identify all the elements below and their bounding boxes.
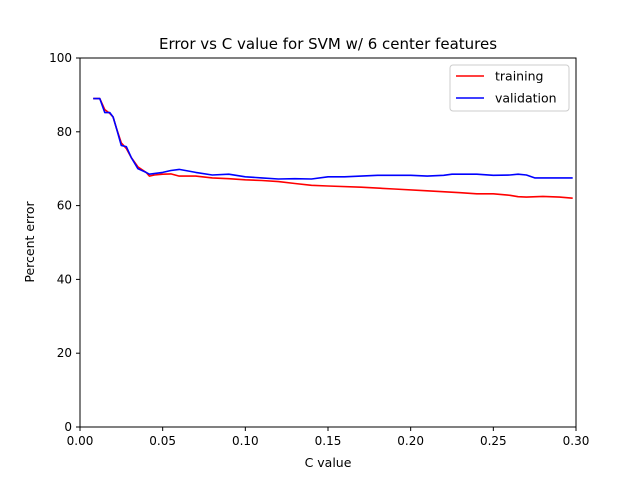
legend: training validation	[449, 64, 570, 112]
x-tick-label: 0.20	[397, 434, 424, 448]
x-axis-label: C value	[305, 455, 352, 470]
x-tick-label: 0.25	[480, 434, 507, 448]
y-tick-label: 80	[57, 125, 72, 139]
x-tick-label: 0.00	[67, 434, 94, 448]
x-tick-label: 0.05	[149, 434, 176, 448]
y-tick-label: 60	[57, 199, 72, 213]
x-tick-label: 0.10	[232, 434, 259, 448]
x-tick-label: 0.15	[315, 434, 342, 448]
y-tick-label: 20	[57, 346, 72, 360]
x-axis: 0.00 0.05 0.10 0.15 0.20 0.25 0.30	[67, 427, 590, 448]
y-axis: 0 20 40 60 80 100	[49, 51, 80, 434]
y-axis-label: Percent error	[22, 201, 37, 283]
y-tick-label: 0	[64, 420, 72, 434]
legend-label-training: training	[495, 69, 543, 84]
y-tick-label: 40	[57, 272, 72, 286]
y-tick-label: 100	[49, 51, 72, 65]
series-layer	[93, 97, 573, 199]
chart-title: Error vs C value for SVM w/ 6 center fea…	[159, 35, 497, 53]
x-tick-label: 0.30	[563, 434, 590, 448]
legend-label-validation: validation	[495, 91, 557, 106]
series-line-validation	[93, 97, 573, 180]
plot-background	[80, 58, 576, 427]
plot-area	[79, 57, 577, 428]
